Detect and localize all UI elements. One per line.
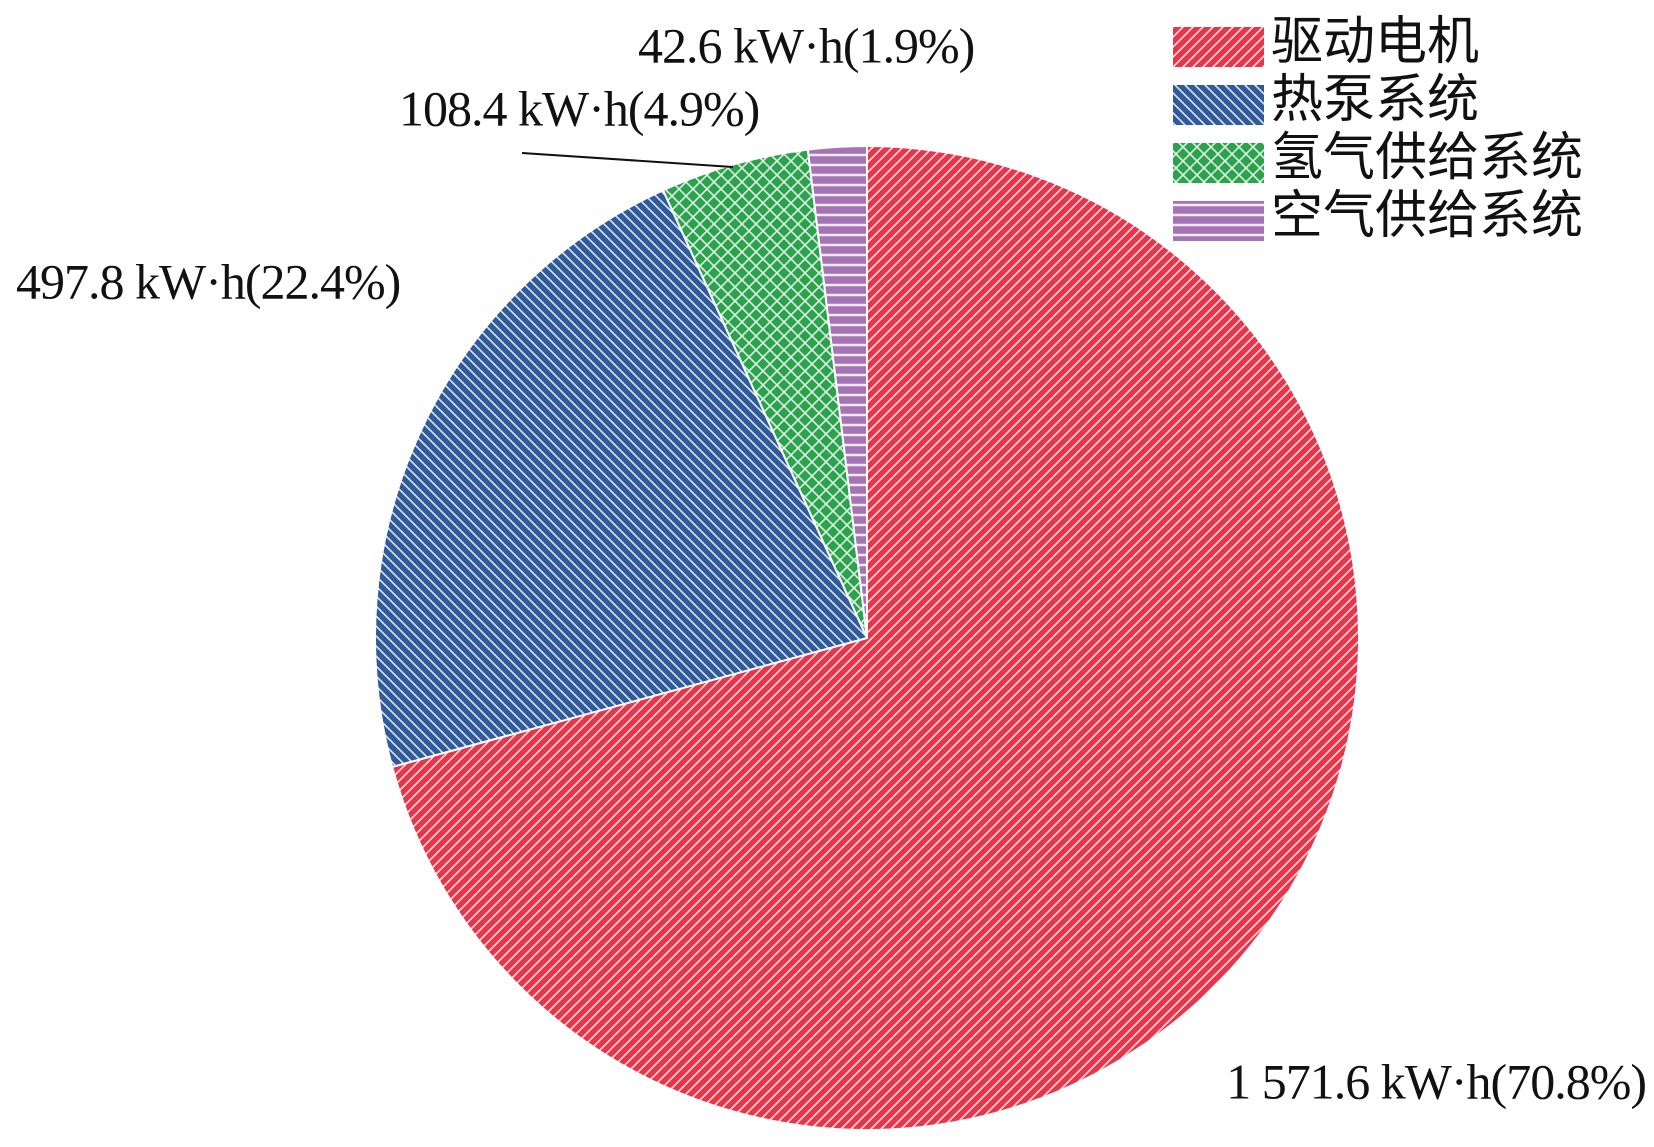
pie-slice (806, 144, 868, 639)
pie-slice (390, 144, 1360, 1131)
legend-swatch (1173, 143, 1264, 183)
pie-slice (661, 148, 868, 639)
legend-swatch (1173, 85, 1264, 125)
data-label: 108.4 kW·h(4.9%) (399, 80, 759, 136)
legend-swatch (1173, 27, 1264, 67)
leader-line (521, 152, 734, 168)
legend-label: 热泵系统 (1271, 72, 1479, 129)
data-label: 42.6 kW·h(1.9%) (638, 17, 974, 73)
data-label: 497.8 kW·h(22.4%) (16, 253, 400, 309)
legend-label: 空气供给系统 (1271, 188, 1583, 245)
data-label: 1 571.6 kW·h(70.8%) (1226, 1053, 1646, 1109)
pie-slice (374, 188, 869, 769)
legend-label: 氢气供给系统 (1271, 130, 1583, 187)
legend-label: 驱动电机 (1271, 14, 1479, 71)
legend-swatch (1173, 201, 1264, 241)
